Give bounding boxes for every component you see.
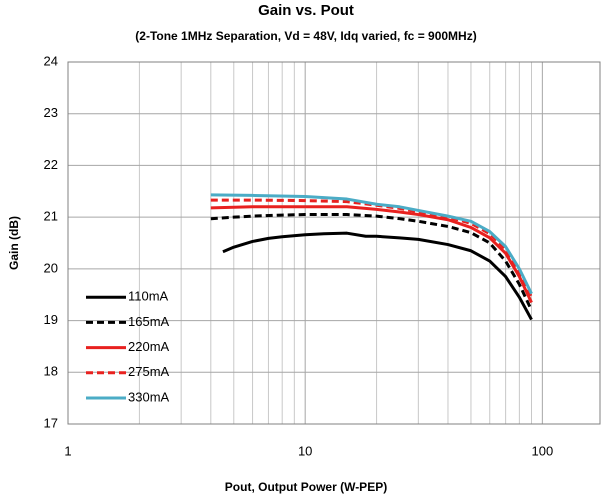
y-tick-label: 18: [44, 364, 58, 379]
y-tick-label: 21: [44, 209, 58, 224]
series-line: [210, 205, 533, 304]
y-tick-label: 24: [44, 53, 58, 68]
x-tick-label: 1: [64, 443, 71, 458]
legend-label: 220mA: [128, 339, 170, 354]
y-tick-label: 17: [44, 415, 58, 430]
series-line: [222, 231, 533, 321]
legend-label: 110mA: [128, 289, 169, 304]
series-line: [210, 193, 533, 295]
chart-title: Gain vs. Pout: [258, 2, 354, 19]
y-tick-label: 23: [44, 105, 58, 120]
chart-subtitle: (2-Tone 1MHz Separation, Vd = 48V, Idq v…: [135, 29, 476, 43]
y-tick-label: 20: [44, 260, 58, 275]
x-tick-label: 10: [298, 443, 312, 458]
series-line: [210, 198, 533, 298]
x-tick-label: 100: [532, 443, 554, 458]
y-axis-label: Gain (dB): [7, 216, 21, 270]
x-axis-label: Pout, Output Power (W-PEP): [225, 480, 387, 494]
series-line: [210, 213, 533, 311]
y-tick-label: 19: [44, 312, 58, 327]
y-tick-label: 22: [44, 157, 58, 172]
legend-label: 165mA: [128, 314, 170, 329]
legend-label: 275mA: [128, 364, 170, 379]
plot-frame: [67, 61, 601, 425]
legend-label: 330mA: [128, 389, 170, 404]
